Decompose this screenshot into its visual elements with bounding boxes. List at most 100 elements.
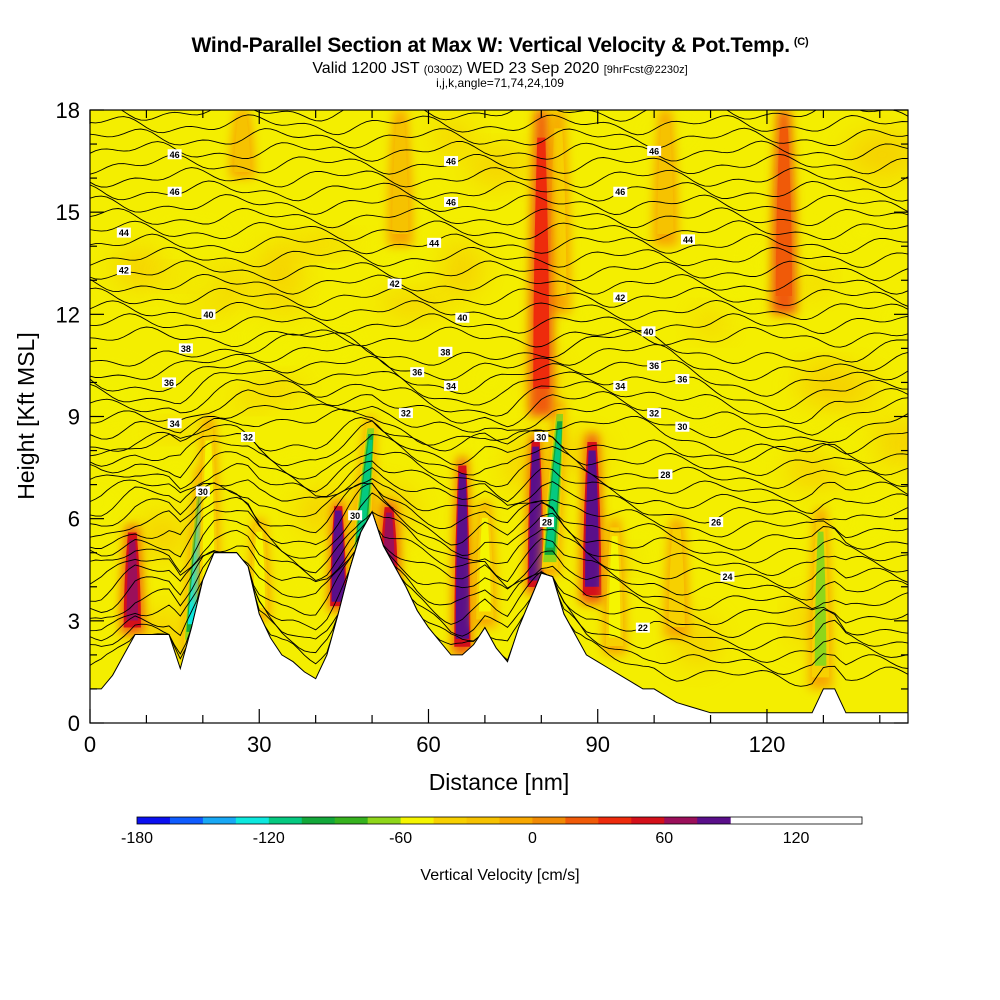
theta-contour [90,127,908,149]
contour-label: 34 [170,419,180,429]
contour-label-bg [167,149,182,160]
colorbar-tick-label: 0 [528,830,537,847]
contour-label-bg [195,486,210,497]
contour-label-bg [675,374,690,385]
contour-label-bg [427,237,442,248]
contour-label: 30 [536,432,546,442]
colorbar-swatch [334,817,369,824]
x-tick-label: 90 [585,732,609,757]
contour-label: 40 [643,327,653,337]
field-patch [845,131,908,178]
y-tick-label: 6 [68,507,80,532]
contour-label: 44 [683,235,693,245]
downdraft-cell [202,440,215,580]
contour-label-bg [720,571,735,582]
y-tick-label: 9 [68,405,80,430]
colorbar-title: Vertical Velocity [cm/s] [420,867,579,884]
field-patch [154,421,204,439]
theta-contour [90,402,908,443]
chart-title-main: Wind-Parallel Section at Max W: Vertical… [191,34,791,57]
contour-labels: 46 46 46 46 46 46 44 44 44 42 42 42 40 40 40 38 38 36 36 36… [116,145,735,633]
theta-contour [90,194,908,215]
theta-contour [90,420,908,476]
contour-label-bg [675,421,690,432]
x-tick-label: 30 [247,732,271,757]
colorbar-swatch [301,817,336,824]
x-axis-title: Distance [nm] [429,769,570,795]
field-patch [670,379,726,420]
theta-contour [90,355,908,397]
valid-date: WED 23 Sep 2020 [462,60,604,77]
colorbar-swatch [235,817,270,824]
contour-label-bg [709,517,724,528]
theta-contour [90,467,908,524]
theta-contour [90,434,908,489]
contour-label: 44 [429,238,439,248]
contour-label: 28 [542,518,552,528]
field-patch [155,458,196,491]
field-patch [378,289,446,316]
contour-label-bg [444,156,459,167]
theta-contour [90,369,908,412]
terrain-mask [90,510,908,723]
downdraft-cell [668,529,685,628]
forecast-info: [9hrFcst@2230z] [603,64,688,76]
contour-label: 42 [390,279,400,289]
contour-label-bg [410,367,425,378]
theta-contour [90,326,908,348]
theta-contour [90,286,908,308]
colorbar-swatch [466,817,500,824]
field-patch [90,485,125,520]
contour-label: 30 [350,511,360,521]
theta-contour [90,510,908,611]
contour-label: 42 [119,266,129,276]
contour-label-bg [167,418,182,429]
theta-contour [90,451,908,502]
contour-label: 44 [119,228,129,238]
contour-label: 42 [615,293,625,303]
contour-label: 36 [649,361,659,371]
field-patch [170,251,229,307]
section-indices: i,j,k,angle=71,74,24,109 [436,76,564,90]
y-tick-label: 12 [56,302,80,327]
colorbar-swatch [532,817,566,824]
field-patch [715,269,758,309]
theta-contour [90,478,908,539]
colorbar-swatch [433,817,468,824]
contour-label: 24 [722,572,732,582]
contour-label-bg [444,380,459,391]
theta-contour [90,233,908,255]
contour-label: 46 [446,157,456,167]
downdraft-cell [234,116,251,172]
y-tick-label: 0 [68,711,80,736]
colorbar-swatch [598,817,632,824]
field-patch [291,234,354,254]
contour-label-bg [680,234,695,245]
theta-contour [90,273,908,295]
theta-contour [90,114,908,136]
theta-contour [90,167,908,189]
contour-label: 36 [677,375,687,385]
colorbar-swatch [499,817,533,824]
contour-label-bg [398,408,413,419]
contour-label: 46 [615,187,625,197]
theta-contour [90,417,908,464]
contour-label-bg [178,343,193,354]
field-patch [805,363,838,386]
x-axis: 0 30 60 90 120 [84,110,881,757]
field-patch [375,244,445,281]
y-tick-label: 15 [56,200,80,225]
contour-label: 22 [638,623,648,633]
theta-contour [90,492,908,577]
chart-title: Wind-Parallel Section at Max W: Vertical… [0,34,1000,58]
contour-label-bg [438,346,453,357]
colorbar: -180 -120 -60 0 60 120 [121,816,863,847]
updraft-cell [531,459,540,568]
colorbar-tick-label: -60 [389,830,412,847]
contour-label: 40 [203,310,213,320]
y-tick-label: 18 [56,98,80,123]
field-patch [155,223,230,251]
contour-label-bg [455,312,470,323]
contour-label-bg [348,510,363,521]
